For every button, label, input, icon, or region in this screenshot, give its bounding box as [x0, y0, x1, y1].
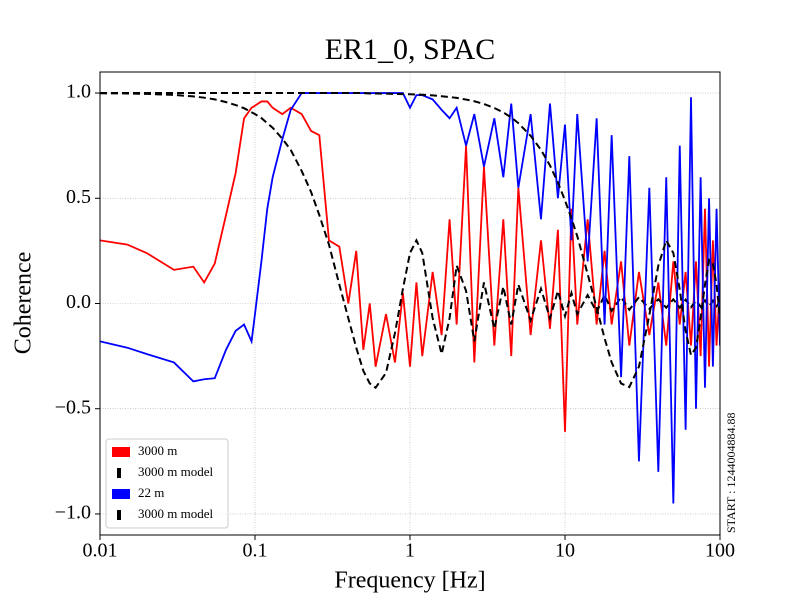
y-tick-label: −0.5 — [55, 396, 91, 418]
x-axis-label: Frequency [Hz] — [334, 568, 485, 594]
y-axis-label: Coherence — [11, 252, 37, 355]
chart-title: ER1_0, SPAC — [325, 33, 496, 66]
legend-label: 3000 m model — [138, 506, 213, 521]
y-tick-label: 0.5 — [66, 186, 91, 208]
legend-swatch — [117, 468, 121, 478]
legend-swatch — [112, 489, 130, 499]
legend-label: 3000 m model — [138, 464, 213, 479]
x-tick-label: 0.01 — [83, 540, 118, 562]
y-tick-label: 1.0 — [66, 81, 91, 103]
x-tick-label: 100 — [705, 540, 735, 562]
legend-label: 3000 m — [138, 443, 177, 458]
y-tick-label: 0.0 — [66, 291, 91, 313]
y-tick-label: −1.0 — [55, 502, 91, 524]
legend-box — [105, 438, 229, 529]
series-line — [100, 92, 720, 390]
series-line — [100, 92, 720, 389]
plot-frame — [99, 71, 721, 536]
annotation: START : 1244004884.88 — [724, 413, 738, 533]
legend-label: 22 m — [138, 485, 164, 500]
legend-swatch — [117, 510, 121, 520]
series-line — [100, 92, 720, 504]
x-tick-label: 0.1 — [243, 540, 268, 562]
series-line — [100, 100, 720, 432]
x-tick-label: 1 — [405, 540, 415, 562]
legend-swatch — [112, 447, 130, 457]
x-tick-label: 10 — [555, 540, 575, 562]
